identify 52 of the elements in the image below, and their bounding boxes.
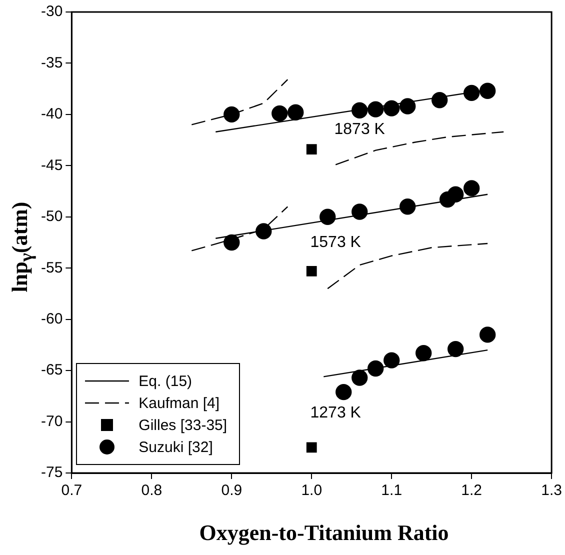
x-tick-label: 1.1 [381,482,402,500]
y-tick-label: -60 [40,310,63,328]
annotation: 1273 K [310,404,362,422]
y-tick-label: -30 [40,3,63,20]
point [272,105,288,122]
point [352,370,368,386]
legend-label: Suzuki [32] [138,438,213,456]
legend-label: Eq. (15) [138,372,192,390]
y-tick-label: -50 [40,208,63,226]
point [224,234,240,251]
y-tick-label: -70 [40,412,63,430]
x-tick-label: 1.2 [461,482,482,500]
point [368,360,384,377]
point [368,101,384,118]
point [352,102,368,118]
point [306,442,317,453]
y-tick-label: -75 [40,464,63,482]
point [479,326,496,343]
legend-label: Kaufman [4] [138,394,220,412]
point [288,104,304,120]
x-tick-label: 0.8 [141,482,162,500]
point [320,208,336,225]
point [416,345,432,362]
annotation: 1873 K [334,120,386,138]
y-tick-label: -35 [40,54,63,72]
x-tick-label: 0.7 [61,482,82,500]
point [400,198,416,215]
point [384,352,400,368]
point [463,84,480,102]
x-tick-label: 1.0 [301,482,322,500]
point [400,98,416,114]
y-tick-label: -45 [40,156,63,174]
line-series [191,79,288,126]
point [384,100,400,116]
point [447,340,464,358]
y-tick-label: -40 [40,106,63,123]
point [447,186,464,202]
point [479,82,496,99]
point [306,266,317,276]
x-tick-label: 1.3 [541,482,562,500]
annotation: 1573 K [310,234,362,251]
point [306,144,317,154]
point [432,92,448,108]
y-tick-label: -65 [40,362,63,379]
point [224,106,240,123]
x-tick-label: 0.9 [221,482,242,500]
y-tick-label: -55 [40,259,63,276]
legend-label: Gilles [33-35] [138,416,228,434]
point [336,384,352,400]
x-axis-title: Oxygen-to-Titanium Ratio [199,520,449,546]
point [352,204,368,220]
point [463,180,480,196]
